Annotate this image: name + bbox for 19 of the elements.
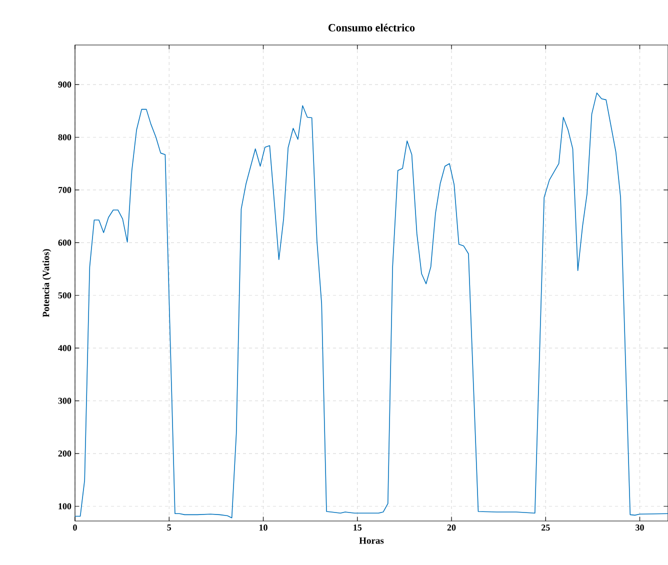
y-tick-label: 700 [58,186,72,193]
y-tick-label: 400 [58,345,72,352]
y-axis-title: Potencia (Vatios) [42,249,52,318]
y-tick-label: 500 [58,292,72,298]
x-tick-label: 10 [259,524,268,531]
y-tick-label: 900 [58,81,72,88]
y-tick-label: 600 [58,240,72,246]
y-tick-label: 200 [58,450,72,457]
x-tick-label: 0 [73,524,77,531]
x-tick-label: 5 [167,524,172,531]
x-axis-title: Horas [359,537,384,544]
chart-title: Consumo eléctrico [328,24,415,32]
x-tick-label: 30 [636,524,644,531]
y-tick-label: 800 [58,134,72,140]
y-tick-label: 100 [58,503,72,510]
x-tick-label: 25 [542,524,550,531]
x-tick-label: 15 [354,524,362,531]
x-tick-label: 20 [447,524,456,531]
y-tick-label: 300 [58,398,72,404]
